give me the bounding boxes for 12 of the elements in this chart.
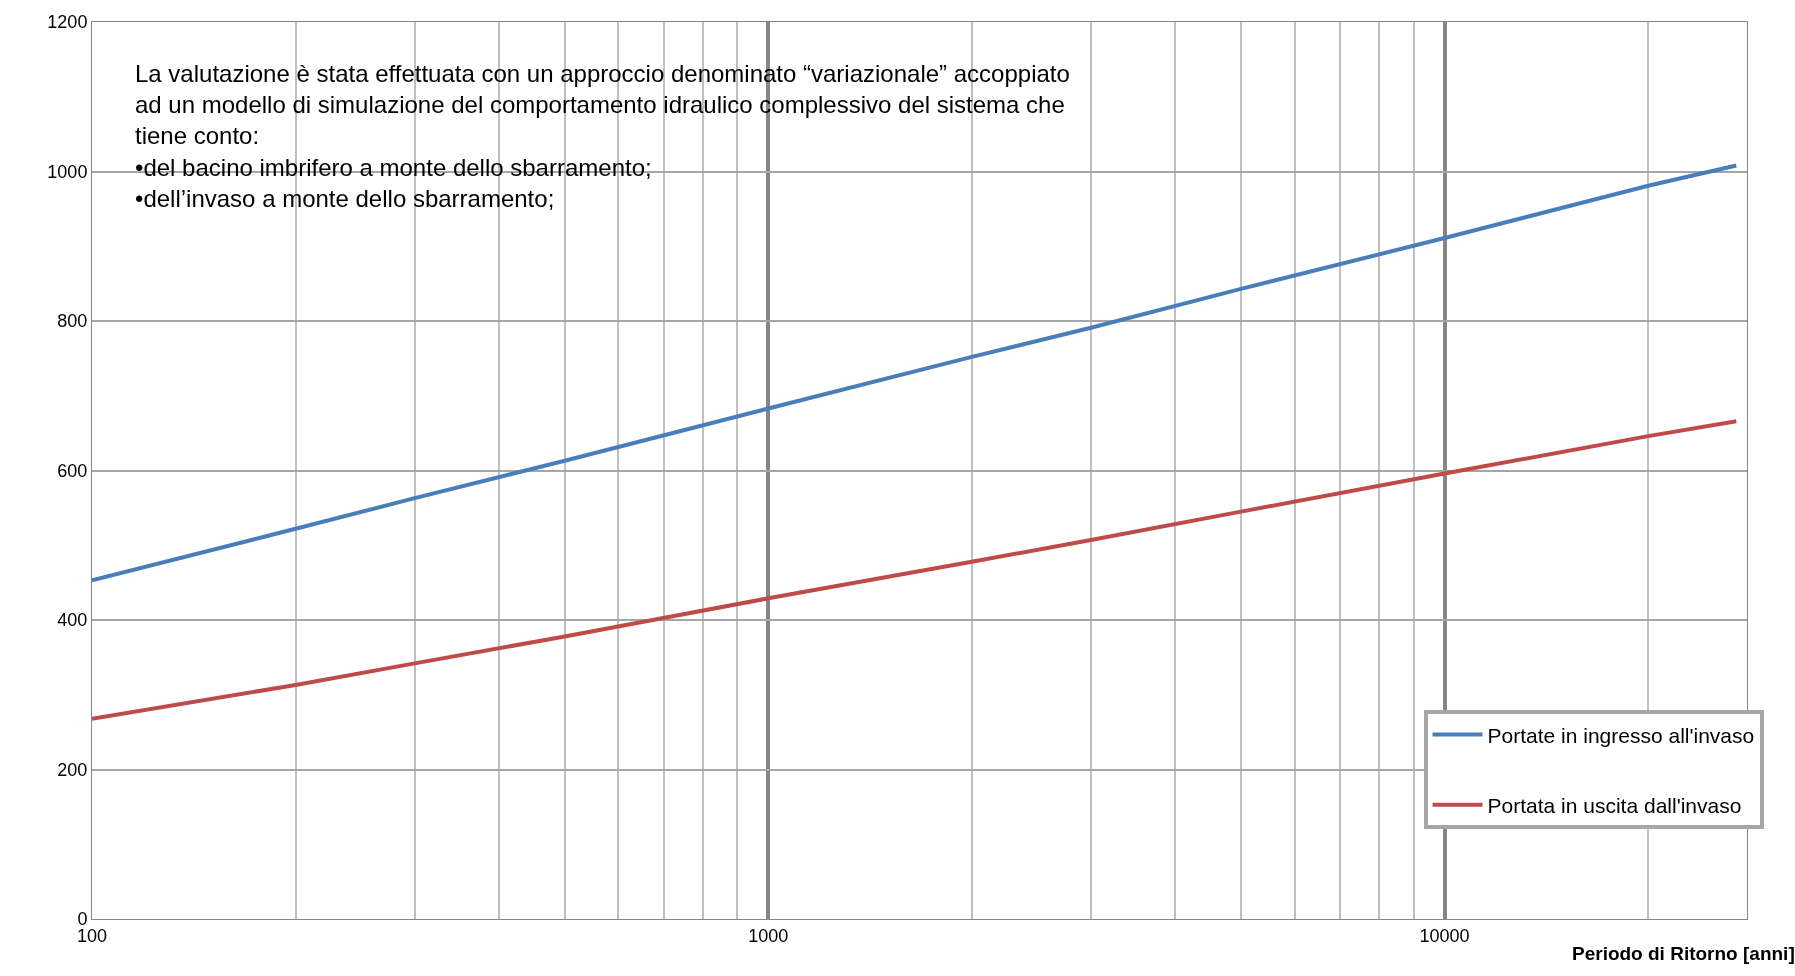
legend-label: Portate in ingresso all'invaso — [1487, 723, 1755, 747]
legend-label: Portata in uscita dall'invaso — [1487, 793, 1742, 817]
x-tick-label: 10000 — [1419, 925, 1470, 946]
y-tick-label: 400 — [57, 610, 88, 631]
y-tick-label: 1000 — [47, 161, 88, 182]
x-axis-title: Periodo di Ritorno [anni] — [1572, 943, 1795, 964]
y-tick-label: 800 — [57, 311, 88, 332]
y-tick-label: 1200 — [47, 12, 88, 33]
y-tick-label: 200 — [57, 759, 88, 780]
y-tick-label: 600 — [57, 460, 88, 481]
annotation: La valutazione è stata effettuata con un approccio denominato “variazionale” accoppiato ad un modello di simulazione del comportamento idraulico complessivo del sistema che tiene conto: •del bacino imbrifero a monte dello sbarramento; •dell’invaso a monte dello sbarramento; — [135, 60, 1070, 212]
x-tick-label: 1000 — [748, 925, 789, 946]
